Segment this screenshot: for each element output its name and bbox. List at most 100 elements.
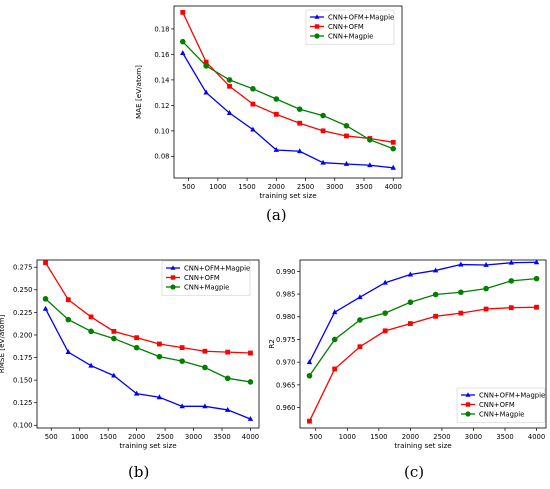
data-point <box>273 146 280 152</box>
y-tick-label: 0.250 <box>13 286 32 294</box>
x-tick-label: 500 <box>182 183 195 191</box>
data-point <box>247 415 254 421</box>
y-tick-label: 0.960 <box>276 404 295 412</box>
caption-a: (a) <box>266 206 287 224</box>
y-tick-label: 0.100 <box>13 422 32 430</box>
data-point <box>533 259 540 265</box>
y-tick-label: 0.175 <box>13 354 32 362</box>
legend-marker <box>314 14 320 19</box>
legend-marker <box>170 265 176 270</box>
series-line <box>308 306 537 422</box>
data-point <box>224 406 231 412</box>
caption-c: (c) <box>404 463 425 481</box>
legend-marker <box>170 275 176 280</box>
legend-marker <box>170 284 176 290</box>
legend-box <box>456 387 546 423</box>
y-tick-label: 0.980 <box>276 313 295 321</box>
x-tick-label: 3500 <box>355 183 372 191</box>
x-tick-label: 1000 <box>209 183 226 191</box>
legend-label: CNN+OFM+Magpie <box>184 264 250 272</box>
data-point <box>483 306 489 312</box>
legend-label: CNN+Magpie <box>328 32 373 40</box>
data-point <box>273 111 279 117</box>
legend-label: CNN+OFM <box>479 401 515 409</box>
y-tick-label: 0.970 <box>276 359 295 367</box>
y-tick-label: 0.975 <box>276 336 295 344</box>
data-point <box>382 328 388 334</box>
data-point <box>133 390 140 396</box>
y-tick-label: 0.10 <box>154 127 169 135</box>
x-tick-label: 1500 <box>238 183 255 191</box>
x-tick-label: 1000 <box>339 433 356 441</box>
data-point <box>407 299 414 306</box>
data-point <box>250 86 256 92</box>
y-tick-label: 0.12 <box>154 102 169 110</box>
x-tick-label: 3000 <box>326 183 343 191</box>
data-point <box>42 296 49 302</box>
data-point <box>202 364 208 371</box>
y-tick-label: 0.985 <box>276 290 295 298</box>
data-point <box>111 372 117 378</box>
legend-marker <box>465 402 471 407</box>
data-point <box>156 341 162 347</box>
series-line <box>44 262 251 354</box>
data-point <box>247 379 254 385</box>
data-point <box>357 294 363 300</box>
data-point <box>227 83 232 89</box>
data-point <box>250 126 256 132</box>
data-point <box>203 63 209 69</box>
plot-frame <box>299 259 547 429</box>
data-point <box>390 164 396 170</box>
data-point <box>331 309 338 315</box>
x-tick-label: 2500 <box>297 183 314 191</box>
data-point <box>226 77 233 83</box>
legend-marker <box>314 33 320 39</box>
data-point <box>508 259 515 265</box>
data-point <box>296 148 303 154</box>
legend-marker <box>314 24 320 29</box>
chart-b: 500 1000 1500 2000 2500 3000 3500 4000 0.100 0.12… <box>0 259 260 450</box>
data-point <box>483 285 489 292</box>
legend-box <box>305 9 395 45</box>
x-tick-label: 1500 <box>370 433 387 441</box>
data-point <box>297 120 303 126</box>
data-point <box>156 353 163 360</box>
data-point <box>483 261 489 267</box>
data-point <box>432 291 439 298</box>
legend-label: CNN+OFM <box>328 23 364 31</box>
chart-a: 500 1000 1500 2000 2500 3000 3500 4000 0.08 0.10 0… <box>134 5 403 200</box>
data-point <box>534 304 539 310</box>
data-point <box>43 260 48 266</box>
data-point <box>88 362 94 368</box>
data-point <box>344 133 349 139</box>
data-point <box>88 328 94 335</box>
x-tick-label: 500 <box>309 433 322 441</box>
data-point <box>65 297 71 303</box>
y-tick-label: 0.990 <box>276 268 295 276</box>
data-point <box>458 289 464 296</box>
data-point <box>357 344 363 350</box>
legend-box <box>161 260 251 296</box>
y-tick-label: 0.125 <box>13 399 32 407</box>
series-line <box>182 12 394 143</box>
data-point <box>367 162 373 168</box>
data-point <box>133 344 140 351</box>
y-tick-label: 0.965 <box>276 381 295 389</box>
data-point <box>382 310 388 316</box>
data-point <box>320 159 326 165</box>
y-tick-label: 0.275 <box>13 264 32 272</box>
data-point <box>180 50 186 56</box>
data-point <box>307 418 312 424</box>
y-tick-label: 0.14 <box>154 76 169 84</box>
x-axis-label: training set size <box>119 441 177 450</box>
data-point <box>88 314 94 320</box>
plot-frame <box>173 5 403 179</box>
legend-marker <box>465 392 471 397</box>
data-point <box>111 335 117 342</box>
data-point <box>224 375 231 382</box>
y-tick-label: 0.225 <box>13 309 32 317</box>
x-tick-label: 2500 <box>433 433 450 441</box>
data-point <box>533 275 540 282</box>
data-point <box>390 145 397 152</box>
legend-label: CNN+Magpie <box>479 410 524 418</box>
